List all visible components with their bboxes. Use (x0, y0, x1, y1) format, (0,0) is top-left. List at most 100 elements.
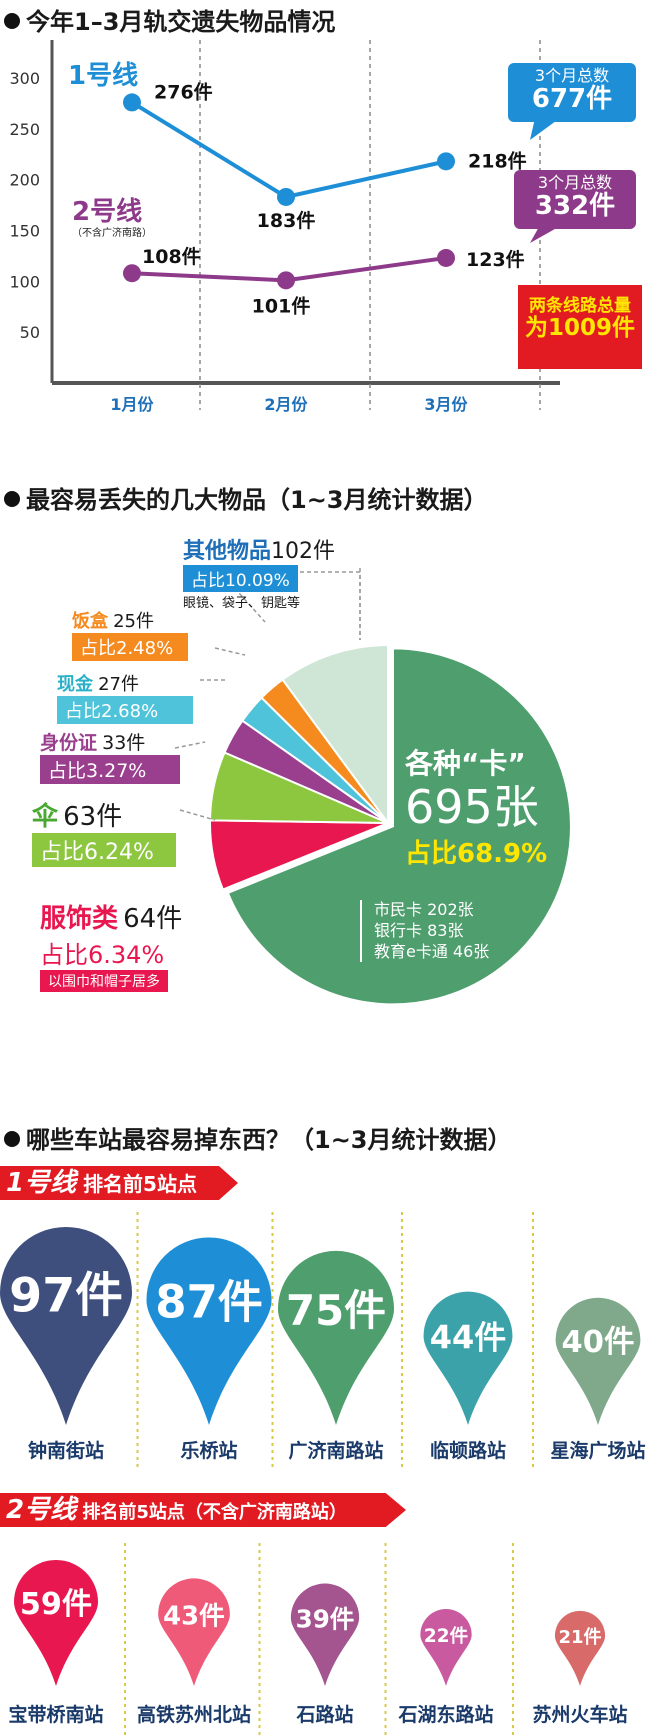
station-name: 苏州火车站 (532, 1704, 628, 1726)
other-note: 眼镜、袋子、钥匙等 (183, 596, 301, 611)
y-tick-label: 300 (9, 69, 40, 88)
station-pin (420, 1609, 472, 1686)
cash-name: 现金 (57, 674, 93, 695)
pie-slice (281, 643, 389, 827)
idcard-pct: 占比3.27% (40, 755, 180, 784)
other-pct: 占比10.09% (183, 565, 298, 592)
cards-pct: 占比68.9% (405, 838, 548, 869)
lunchbox-count: 25件 (113, 611, 154, 632)
line1-ribbon: 1号线 排名前5站点 (0, 1166, 238, 1200)
series-name-2: 2号线 (72, 197, 142, 227)
x-tick-label: 1月份 (110, 395, 154, 414)
callout-line1-total: 3个月总数 677件 (508, 63, 636, 122)
lunchbox-pct: 占比2.48% (72, 633, 188, 661)
station-pin (555, 1297, 641, 1425)
cash-pct: 占比2.68% (57, 696, 193, 724)
callout-line1-label: 3个月总数 (534, 66, 610, 85)
pie-chart (174, 568, 572, 1006)
line1-ribbon-line: 1号线 (6, 1168, 77, 1198)
data-label: 123件 (466, 248, 525, 271)
callout-line2-total: 3个月总数 332件 (514, 170, 636, 229)
station-pin (290, 1583, 360, 1686)
station-pin-value: 75件 (286, 1286, 386, 1335)
series-point (437, 152, 455, 171)
station-name: 石湖东路站 (398, 1704, 494, 1726)
station-pin-value: 97件 (9, 1268, 123, 1323)
bullet-dot-icon (4, 1131, 20, 1147)
series-line-1 (130, 100, 447, 200)
pie-label-idcard: 身份证 33件 占比3.27% (40, 728, 180, 784)
section1-title: 今年1–3月轨交遗失物品情况 (4, 2, 335, 37)
station-name: 星海广场站 (550, 1440, 646, 1462)
line2-ribbon-text: 排名前5站点（不含广济南路站） (82, 1502, 347, 1523)
data-label: 101件 (252, 294, 311, 317)
data-label: 276件 (154, 80, 213, 103)
bullet-dot-icon (4, 491, 20, 507)
pie-label-cash: 现金 27件 占比2.68% (57, 670, 193, 724)
x-tick-label: 2月份 (264, 395, 308, 414)
data-label: 108件 (142, 245, 201, 268)
station-pin-value: 87件 (155, 1275, 263, 1328)
other-name: 其他物品 (183, 539, 272, 564)
apparel-count: 64件 (123, 904, 183, 934)
y-tick-label: 200 (9, 171, 40, 190)
leader-line (214, 647, 246, 656)
line1-ribbon-text: 排名前5站点 (83, 1172, 197, 1196)
station-pin (14, 1560, 98, 1686)
series-point (123, 93, 141, 112)
callout-line2-value: 332件 (534, 190, 616, 221)
cards-detail-edu: 教育e卡通 46张 (374, 941, 490, 961)
data-label: 218件 (468, 149, 527, 172)
umbrella-pct: 占比6.24% (32, 833, 176, 867)
idcard-count: 33件 (102, 732, 146, 754)
station-name: 广济南路站 (288, 1440, 384, 1462)
station-pin-value: 44件 (430, 1319, 507, 1357)
lunchbox-name: 饭盒 (72, 611, 108, 632)
pie-label-cards: 各种“卡” 695张 占比68.9% (405, 742, 547, 870)
cards-detail-citizen: 市民卡 202张 (374, 900, 474, 919)
station-pin-value: 43件 (163, 1601, 225, 1631)
x-tick-label: 3月份 (424, 395, 468, 414)
series-point (277, 187, 295, 206)
leader-line (179, 809, 216, 821)
leader-line (300, 571, 361, 640)
umbrella-count: 63件 (63, 802, 123, 832)
callout-line2-label: 3个月总数 (537, 173, 613, 192)
station-name: 高铁苏州北站 (136, 1704, 251, 1726)
station-pin (158, 1578, 230, 1686)
y-tick-label: 250 (9, 120, 40, 139)
pie-label-lunchbox: 饭盒 25件 占比2.48% (72, 607, 188, 661)
y-tick-label: 100 (9, 272, 40, 291)
station-pin (277, 1250, 395, 1425)
series-point (437, 248, 455, 267)
station-name: 石路站 (296, 1704, 354, 1726)
series-point (123, 264, 141, 283)
apparel-name: 服饰类 (40, 904, 119, 934)
station-pin (146, 1237, 272, 1425)
apparel-pct: 占比6.34% (40, 941, 165, 969)
section3-title: 哪些车站最容易掉东西？（1~3月统计数据） (4, 1120, 512, 1155)
cards-name: 各种“卡” (405, 747, 526, 780)
callout-total-label: 两条线路总量 (529, 296, 631, 316)
umbrella-name: 伞 (32, 802, 59, 832)
station-name: 乐桥站 (180, 1440, 238, 1462)
station-pin (423, 1291, 513, 1425)
cash-count: 27件 (98, 674, 139, 695)
callout-tail (530, 118, 560, 140)
series-point (277, 271, 295, 290)
apparel-note: 以围巾和帽子居多 (40, 970, 168, 992)
line2-ribbon: 2号线 排名前5站点（不含广济南路站） (0, 1493, 406, 1527)
station-pin-value: 40件 (562, 1325, 635, 1360)
other-count: 102件 (271, 539, 336, 564)
y-tick-label: 50 (20, 323, 40, 342)
station-pin-value: 22件 (424, 1625, 468, 1647)
station-name: 钟南街站 (27, 1440, 104, 1462)
leader-line (174, 741, 206, 749)
callout-line1-value: 677件 (531, 83, 613, 114)
section2-title: 最容易丢失的几大物品（1~3月统计数据） (4, 480, 488, 515)
station-pin-value: 59件 (20, 1587, 92, 1622)
series-name-1: 1号线 (68, 61, 138, 91)
callout-tail (530, 225, 562, 243)
pie-label-other: 其他物品102件 占比10.09% 眼镜、袋子、钥匙等 (183, 533, 335, 611)
callout-total: 两条线路总量 为1009件 (518, 285, 642, 369)
